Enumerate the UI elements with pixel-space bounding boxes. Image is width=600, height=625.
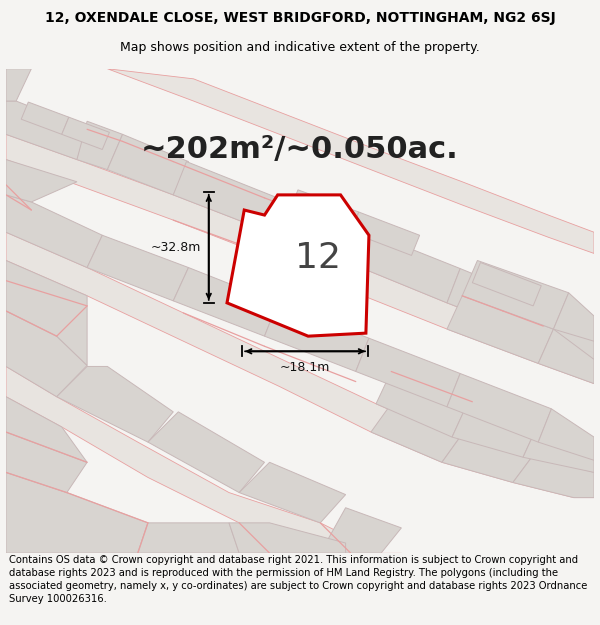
Polygon shape [320,508,401,553]
Polygon shape [6,311,87,397]
Polygon shape [148,412,265,492]
Polygon shape [239,462,346,523]
Polygon shape [138,523,239,553]
Text: 12: 12 [295,241,341,275]
Polygon shape [538,329,594,384]
Polygon shape [6,366,381,553]
Polygon shape [6,159,77,202]
Polygon shape [538,306,594,359]
Polygon shape [62,118,109,149]
Polygon shape [290,190,359,232]
Text: Contains OS data © Crown copyright and database right 2021. This information is : Contains OS data © Crown copyright and d… [9,554,587,604]
Polygon shape [77,121,122,169]
Polygon shape [523,424,594,472]
Polygon shape [356,338,460,407]
Polygon shape [356,232,460,303]
Polygon shape [56,366,173,442]
Text: Map shows position and indicative extent of the property.: Map shows position and indicative extent… [120,41,480,54]
Text: 12, OXENDALE CLOSE, WEST BRIDGFORD, NOTTINGHAM, NG2 6SJ: 12, OXENDALE CLOSE, WEST BRIDGFORD, NOTT… [44,11,556,26]
Polygon shape [6,397,87,462]
Polygon shape [107,134,188,195]
Polygon shape [173,162,278,230]
Polygon shape [6,472,148,553]
Text: ~202m²/~0.050ac.: ~202m²/~0.050ac. [141,135,459,164]
Polygon shape [6,261,87,366]
Polygon shape [442,434,533,482]
Polygon shape [6,195,103,268]
Polygon shape [447,269,551,338]
Polygon shape [6,69,31,101]
Polygon shape [265,198,369,266]
Polygon shape [227,195,369,336]
Polygon shape [462,261,569,329]
Polygon shape [87,235,188,301]
Polygon shape [229,523,346,553]
Polygon shape [21,102,69,134]
Polygon shape [376,371,467,437]
Polygon shape [6,134,594,384]
Polygon shape [371,404,462,462]
Text: ~32.8m: ~32.8m [150,241,200,254]
Polygon shape [538,409,594,460]
Polygon shape [265,303,369,371]
Polygon shape [447,374,551,442]
Polygon shape [6,432,87,492]
Polygon shape [513,455,594,498]
Polygon shape [447,296,553,363]
Polygon shape [6,101,87,159]
Polygon shape [452,404,538,458]
Polygon shape [472,262,541,306]
Polygon shape [6,232,594,498]
Polygon shape [553,292,594,341]
Text: ~18.1m: ~18.1m [280,361,330,374]
Polygon shape [107,69,594,253]
Polygon shape [350,212,419,256]
Polygon shape [173,268,278,336]
